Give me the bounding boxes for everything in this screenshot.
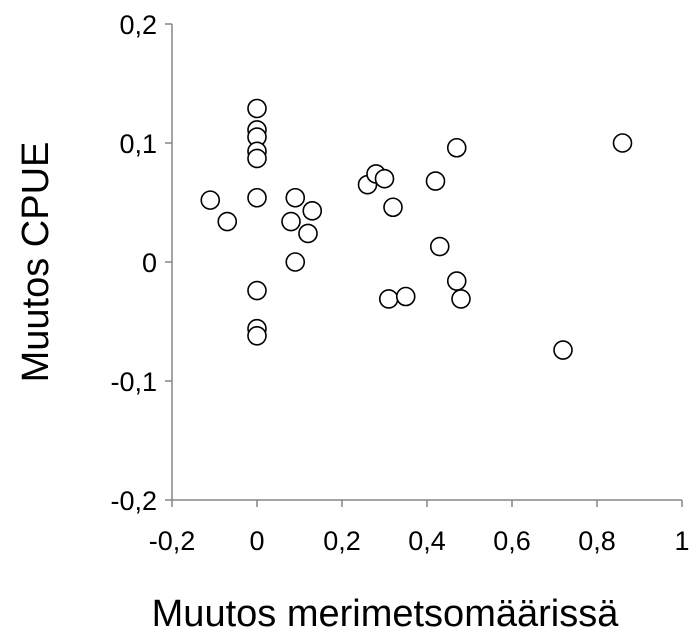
- data-point: [247, 325, 267, 346]
- data-point: [247, 187, 267, 208]
- data-point: [200, 190, 221, 210]
- x-tick-label: 0,6: [493, 526, 531, 556]
- x-ticks: -0,2 0 0,2 0,4 0,6 0,8 1: [149, 500, 690, 556]
- data-point: [446, 271, 467, 291]
- x-tick-label: 0,4: [408, 526, 446, 556]
- data-point: [285, 187, 306, 208]
- y-ticks: -0,2 -0,1 0 0,1 0,2: [110, 10, 172, 516]
- data-point: [217, 211, 238, 232]
- data-point: [395, 286, 416, 307]
- y-tick-label: 0,2: [119, 10, 157, 40]
- data-point: [383, 197, 403, 218]
- y-tick-label: -0,1: [110, 367, 157, 397]
- data-point: [429, 236, 450, 257]
- x-tick-label: 0,2: [323, 526, 361, 556]
- data-point: [247, 280, 267, 301]
- data-point: [302, 201, 323, 221]
- data-point: [451, 289, 471, 309]
- x-tick-label: 0: [249, 526, 264, 556]
- data-point: [374, 168, 395, 189]
- data-point: [425, 171, 446, 191]
- y-tick-label: -0,2: [110, 486, 157, 516]
- data-point: [247, 148, 267, 169]
- data-point: [298, 223, 318, 244]
- axes: [171, 24, 682, 501]
- y-tick-label: 0,1: [119, 129, 157, 159]
- data-point: [612, 133, 633, 153]
- x-tick-label: 1: [674, 526, 689, 556]
- data-point: [553, 340, 573, 360]
- data-point: [446, 137, 467, 158]
- x-tick-label: 0,8: [578, 526, 616, 556]
- x-axis-title: Muutos merimetsomäärissä: [152, 593, 620, 635]
- data-point: [378, 289, 399, 309]
- data-points: [200, 98, 633, 360]
- data-point: [247, 98, 267, 119]
- data-point: [281, 211, 301, 232]
- y-tick-label: 0: [142, 248, 157, 278]
- y-axis-title: Muutos CPUE: [15, 142, 57, 383]
- x-tick-label: -0,2: [149, 526, 196, 556]
- data-point: [285, 252, 306, 272]
